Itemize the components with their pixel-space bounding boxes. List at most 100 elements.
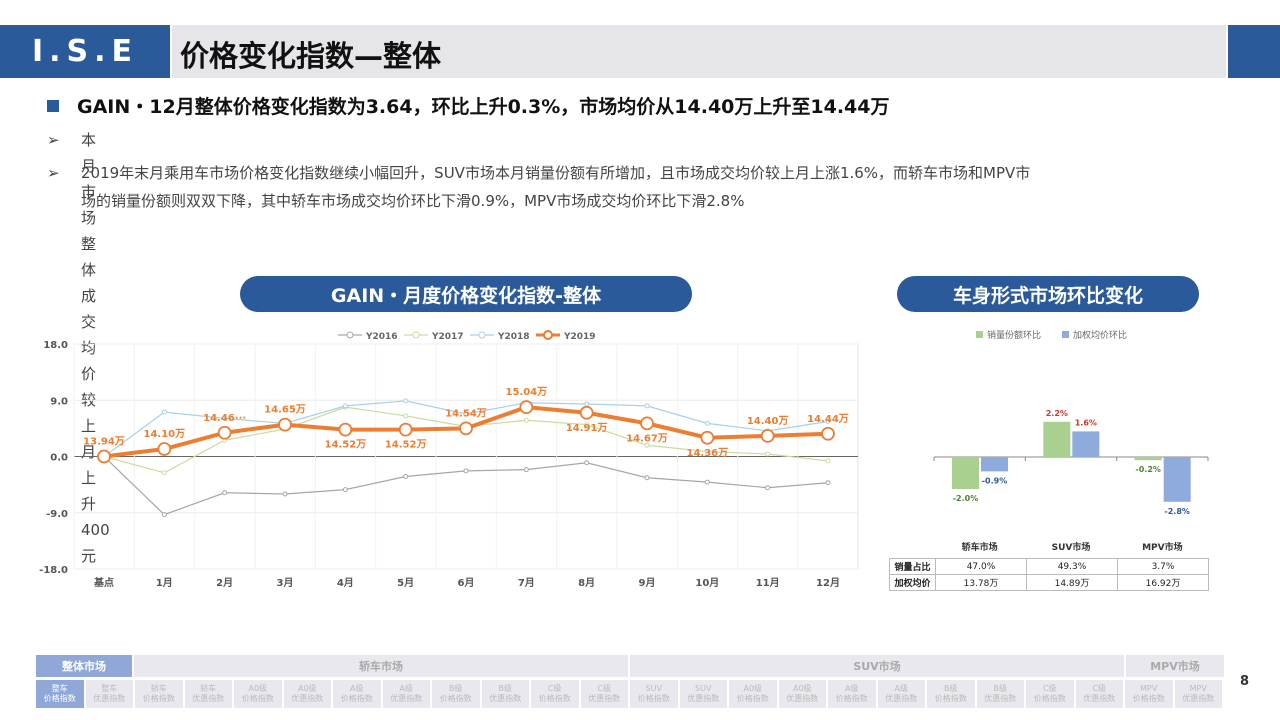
line-chart: 18.0 9.0 0.0 -9.0 -18.0 基点 1月 2月 3月 4月 5月 6月 7月 8月 9月 1… [39, 330, 859, 589]
arrow-bullet-icon: ➢ [47, 131, 60, 149]
nav-tab-sedan[interactable]: 轿车市场 [134, 655, 630, 677]
data-point-Y2019 [157, 442, 172, 456]
subtab-4[interactable]: A0级 价格指数 [234, 680, 282, 708]
nav-tab-suv[interactable]: SUV市场 [630, 655, 1126, 677]
subtab-0[interactable]: 整车 价格指数 [36, 680, 84, 708]
subtab-12[interactable]: SUV 价格指数 [630, 680, 678, 708]
data-point-Y2019 [700, 430, 715, 445]
bullet-text-line2: 场的销量份额则双双下降，其中轿车市场成交均价环比下滑0.9%，MPV市场成交均价… [81, 192, 745, 210]
data-label: 14.67万 [626, 432, 668, 444]
subtab-14[interactable]: A0级 价格指数 [729, 680, 777, 708]
index-subtab-nav: 整车 价格指数 整车 优惠指数 轿车 价格指数 轿车 优惠指数 A0级 价格指数 A0级 … [36, 680, 1224, 708]
data-point-Y2019 [217, 425, 232, 440]
subtab-8[interactable]: B级 价格指数 [432, 680, 480, 708]
data-label: 15.04万 [506, 386, 548, 398]
data-point-Y2016 [222, 490, 228, 496]
subtab-21[interactable]: C级 优惠指数 [1075, 680, 1123, 708]
data-point-Y2016 [342, 487, 348, 493]
data-point-Y2019 [519, 400, 534, 415]
data-label: -0.9% [982, 476, 1008, 485]
subtab-20[interactable]: C级 价格指数 [1026, 680, 1074, 708]
legend-label: Y2019 [563, 332, 596, 342]
data-label: 14.54万 [445, 407, 487, 419]
subtab-3[interactable]: 轿车 优惠指数 [184, 680, 232, 708]
nav-tab-overall[interactable]: 整体市场 [36, 655, 134, 677]
table-cell: 49.3% [1026, 558, 1118, 575]
subtab-19[interactable]: B级 优惠指数 [976, 680, 1024, 708]
data-point-Y2019 [278, 417, 292, 432]
data-point-Y2018 [644, 403, 650, 409]
data-point-Y2016 [825, 480, 831, 486]
legend-marker [478, 331, 486, 339]
page-number: 8 [1240, 674, 1250, 689]
x-tick-label: SUV市场 [1052, 541, 1091, 553]
subtab-16[interactable]: A级 价格指数 [828, 680, 876, 708]
subtab-15[interactable]: A0级 优惠指数 [778, 680, 826, 708]
legend-label: Y2017 [431, 332, 464, 342]
x-tick-label: 9月 [639, 577, 656, 589]
data-point-Y2016 [765, 485, 771, 491]
bullet-text-line1: 2019年末月乘用车市场价格变化指数继续小幅回升，SUV市场本月销量份额有所增加… [81, 164, 1031, 182]
headline: GAIN・12月整体价格变化指数为3.64，环比上升0.3%，市场均价从14.4… [47, 92, 889, 119]
y-tick-label: 0.0 [50, 453, 68, 464]
x-tick-label: 12月 [816, 577, 840, 589]
subtab-6[interactable]: A级 价格指数 [333, 680, 381, 708]
x-tick-label: 8月 [578, 577, 595, 589]
market-stats-table: 销量占比 47.0% 49.3% 3.7% 加权均价 13.78万 14.89万… [889, 558, 1209, 591]
data-label: 14.40万 [747, 415, 789, 427]
subtab-10[interactable]: C级 价格指数 [531, 680, 579, 708]
data-label: 13.94万 [83, 436, 125, 448]
data-point-Y2019 [760, 428, 775, 443]
nav-tab-mpv[interactable]: MPV市场 [1126, 655, 1226, 677]
subtab-9[interactable]: B级 优惠指数 [481, 680, 529, 708]
data-label: -0.2% [1135, 465, 1161, 474]
subtab-2[interactable]: 轿车 价格指数 [135, 680, 183, 708]
bullet-2: ➢ 2019年末月乘用车市场价格变化指数继续小幅回升，SUV市场本月销量份额有所… [47, 160, 1237, 216]
line-chart-heading: GAIN・月度价格变化指数-整体 [240, 276, 692, 312]
data-point-Y2018 [704, 420, 710, 426]
x-tick-label: 1月 [156, 577, 173, 589]
table-cell: 14.89万 [1026, 574, 1118, 591]
y-tick-label: 9.0 [50, 396, 68, 407]
data-label: 14.10万 [144, 428, 186, 440]
table-row: 加权均价 13.78万 14.89万 16.92万 [889, 574, 1209, 591]
data-point-Y2016 [161, 512, 167, 518]
arrow-bullet-icon: ➢ [47, 164, 60, 182]
subtab-7[interactable]: A级 优惠指数 [382, 680, 430, 708]
subtab-17[interactable]: A级 优惠指数 [877, 680, 925, 708]
data-point-Y2016 [584, 460, 590, 466]
data-label: 14.52万 [385, 439, 427, 451]
data-label: 2.2% [1046, 409, 1068, 418]
subtab-13[interactable]: SUV 优惠指数 [679, 680, 727, 708]
subtab-18[interactable]: B级 价格指数 [927, 680, 975, 708]
subtab-11[interactable]: C级 优惠指数 [580, 680, 628, 708]
x-tick-label: MPV市场 [1142, 541, 1183, 553]
data-label: 14.36万 [687, 447, 729, 459]
series-line-Y2016 [103, 456, 829, 516]
x-tick-label: 10月 [695, 577, 719, 589]
subtab-22[interactable]: MPV 价格指数 [1125, 680, 1173, 708]
data-point-Y2019 [97, 449, 111, 464]
y-tick-label: 18.0 [43, 340, 68, 351]
data-label: 14.65万 [264, 404, 306, 416]
bar-price [1163, 457, 1191, 502]
data-point-Y2016 [523, 467, 529, 473]
table-cell: 13.78万 [935, 574, 1027, 591]
subtab-23[interactable]: MPV 优惠指数 [1174, 680, 1222, 708]
x-tick-label: 7月 [518, 577, 535, 589]
data-point-Y2018 [825, 419, 831, 424]
data-point-Y2018 [403, 398, 409, 404]
legend-label: Y2018 [497, 332, 530, 342]
data-point-Y2016 [282, 491, 288, 497]
data-point-Y2016 [463, 468, 469, 474]
subtab-5[interactable]: A0级 优惠指数 [283, 680, 331, 708]
table-cell: 47.0% [935, 558, 1027, 575]
data-point-Y2016 [704, 479, 710, 485]
square-bullet-icon [47, 100, 59, 112]
data-label: 14.44万 [807, 413, 849, 425]
subtab-1[interactable]: 整车 优惠指数 [85, 680, 133, 708]
legend-marker [412, 331, 420, 339]
market-category-nav: 整体市场 轿车市场 SUV市场 MPV市场 [36, 655, 1226, 677]
data-label: 1.6% [1075, 418, 1097, 427]
legend-marker [543, 330, 553, 340]
